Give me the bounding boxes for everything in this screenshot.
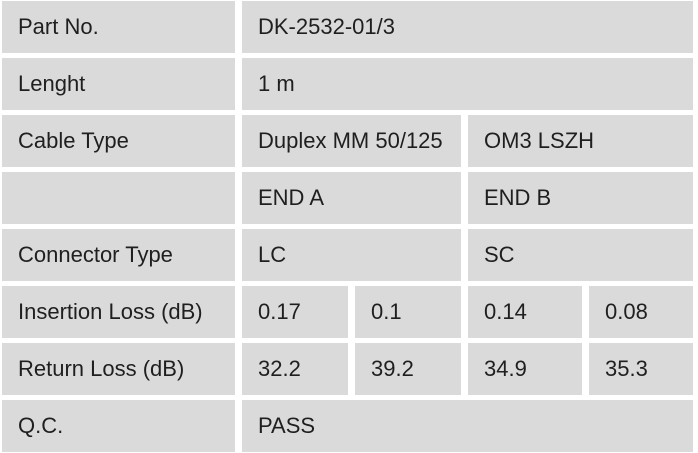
- cable-type-label: Cable Type: [2, 115, 235, 167]
- length-label: Lenght: [2, 58, 235, 110]
- insertion-loss-end-a-1: 0.17: [242, 286, 348, 338]
- connector-type-label: Connector Type: [2, 229, 235, 281]
- qc-value: PASS: [242, 400, 693, 452]
- insertion-loss-end-b-1: 0.14: [468, 286, 582, 338]
- insertion-loss-end-a-2: 0.1: [355, 286, 461, 338]
- qc-label: Q.C.: [2, 400, 235, 452]
- return-loss-end-a-1: 32.2: [242, 343, 348, 395]
- end-b-header: END B: [468, 172, 693, 224]
- connector-type-end-b: SC: [468, 229, 693, 281]
- return-loss-label: Return Loss (dB): [2, 343, 235, 395]
- return-loss-end-b-1: 34.9: [468, 343, 582, 395]
- end-a-header: END A: [242, 172, 461, 224]
- insertion-loss-label: Insertion Loss (dB): [2, 286, 235, 338]
- return-loss-end-a-2: 39.2: [355, 343, 461, 395]
- cable-type-value-a: Duplex MM 50/125: [242, 115, 461, 167]
- part-no-label: Part No.: [2, 1, 235, 53]
- part-no-value: DK-2532-01/3: [242, 1, 693, 53]
- length-value: 1 m: [242, 58, 693, 110]
- insertion-loss-end-b-2: 0.08: [589, 286, 693, 338]
- cable-type-value-b: OM3 LSZH: [468, 115, 693, 167]
- connector-type-end-a: LC: [242, 229, 461, 281]
- return-loss-end-b-2: 35.3: [589, 343, 693, 395]
- end-header-spacer: [2, 172, 235, 224]
